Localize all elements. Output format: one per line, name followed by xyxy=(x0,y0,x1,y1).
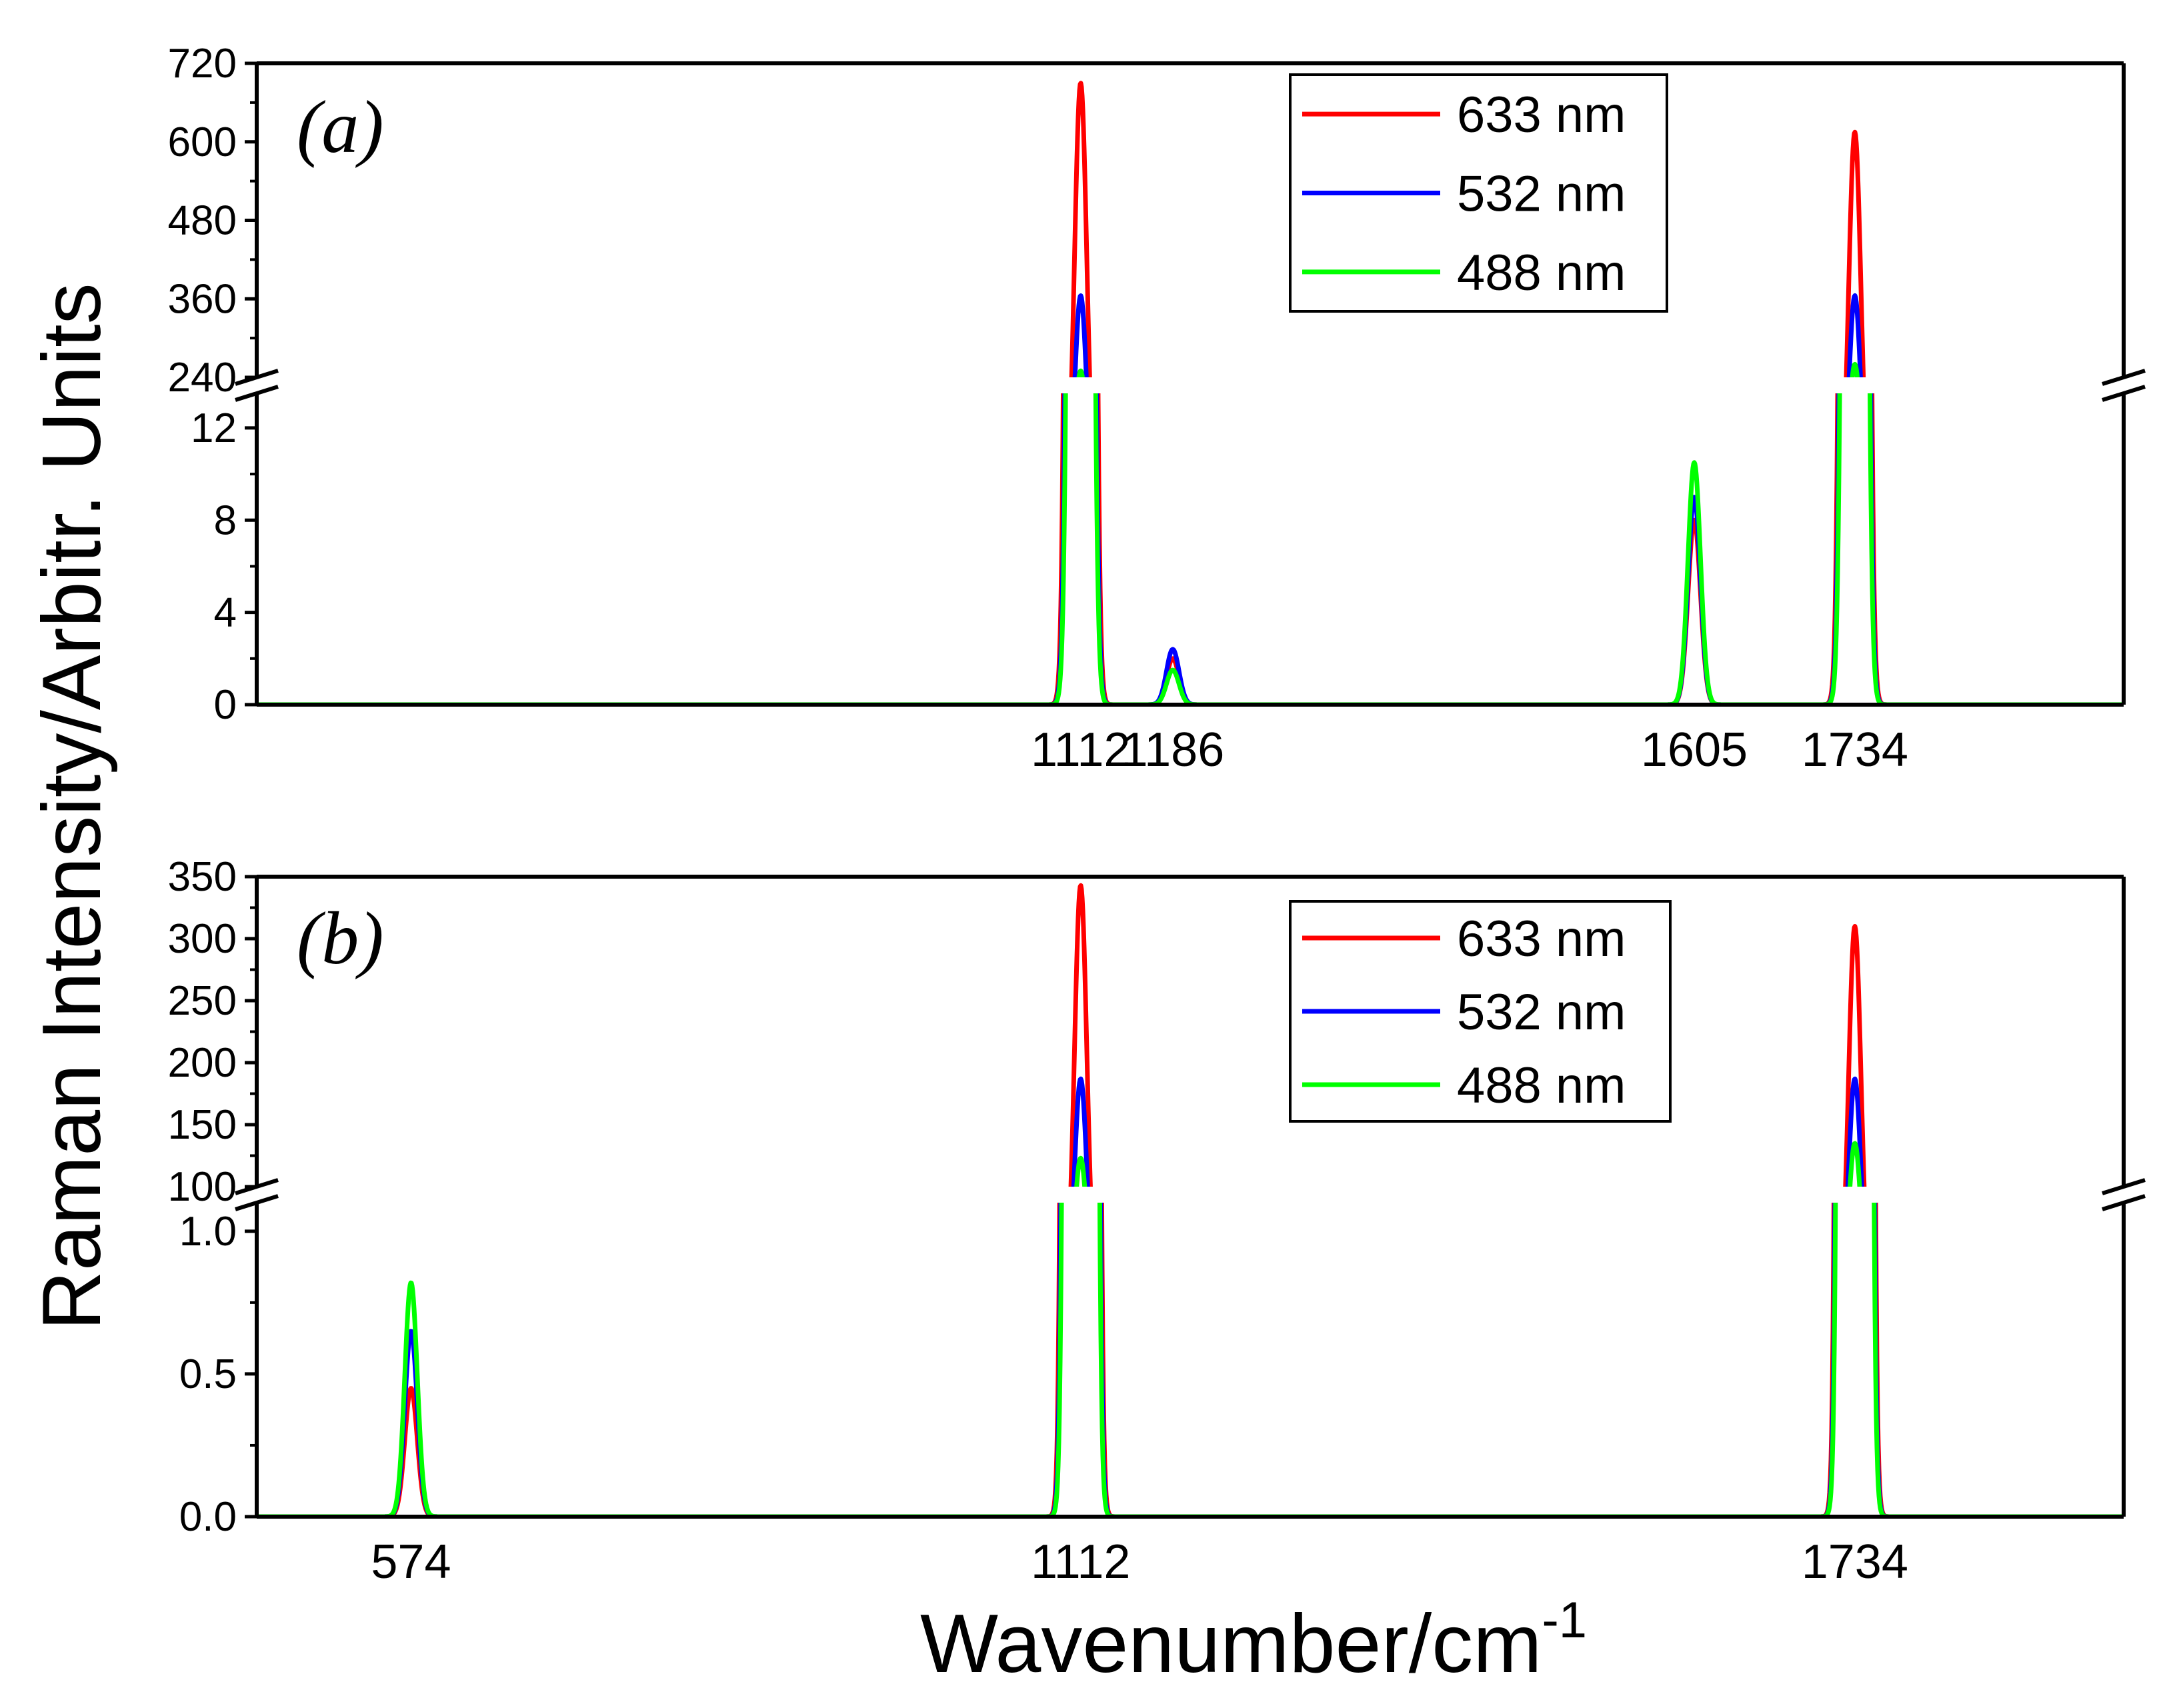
x-peak-label: 1734 xyxy=(1802,1535,1908,1589)
y-axis-title: Raman Intensity/Arbitr. Units xyxy=(26,283,118,1330)
legend: 633 nm 532 nm 488 nm xyxy=(1289,900,1672,1123)
series-line-633-nm-upper xyxy=(1069,81,1866,377)
series-line-633-nm-lower xyxy=(257,393,2124,705)
y-tick-label-upper: 600 xyxy=(168,119,237,165)
series-line-532-nm-lower xyxy=(257,393,2124,705)
axis-break-mark-left xyxy=(235,1194,279,1211)
x-axis-title: Wavenumber/cm-1 xyxy=(920,1592,1587,1690)
legend-label: 532 nm xyxy=(1457,166,1626,223)
lower-segment-series xyxy=(257,393,2124,705)
x-peak-label: 1605 xyxy=(1641,723,1748,777)
y-tick-label-upper: 200 xyxy=(168,1040,237,1086)
legend-label: 633 nm xyxy=(1457,87,1626,143)
x-peak-label: 1186 xyxy=(1121,723,1224,777)
axis-break-mark-right xyxy=(2102,1194,2146,1211)
axis-break-mark-right xyxy=(2102,385,2146,402)
y-tick-label-upper: 350 xyxy=(168,854,237,900)
y-tick-label-upper: 480 xyxy=(168,198,237,244)
panel-label: (a) xyxy=(297,86,384,169)
legend-label: 488 nm xyxy=(1457,1057,1626,1114)
series-line-488-nm-upper xyxy=(1074,1141,1862,1187)
axis-break-mark-left xyxy=(235,385,279,402)
y-tick-label-upper: 360 xyxy=(168,276,237,322)
legend-label: 532 nm xyxy=(1457,984,1626,1041)
y-tick-label-upper: 150 xyxy=(168,1102,237,1148)
upper-segment-series xyxy=(1069,81,1866,377)
y-tick-label-lower: 0 xyxy=(214,682,237,728)
y-tick-label-upper: 250 xyxy=(168,978,237,1024)
series-line-532-nm-upper xyxy=(1072,293,1863,377)
upper-segment-series xyxy=(1068,883,1867,1187)
y-tick-label-upper: 720 xyxy=(168,41,237,87)
x-peak-label: 1734 xyxy=(1802,723,1908,777)
y-tick-label-lower: 8 xyxy=(214,497,237,543)
panel-label: (b) xyxy=(297,897,384,980)
y-tick-label-upper: 100 xyxy=(168,1164,237,1210)
y-tick-label-lower: 4 xyxy=(214,590,237,636)
series-line-633-nm-upper xyxy=(1068,883,1867,1187)
axis-break-gap xyxy=(237,1188,2144,1201)
y-tick-label-lower: 0.5 xyxy=(179,1351,237,1397)
series-line-488-nm-lower xyxy=(257,393,2124,705)
legend: 633 nm 532 nm 488 nm xyxy=(1289,73,1668,313)
x-peak-label: 574 xyxy=(371,1535,451,1589)
y-tick-label-lower: 12 xyxy=(191,405,237,451)
x-axis-title-text: Wavenumber/cm xyxy=(920,1598,1542,1690)
legend-label: 488 nm xyxy=(1457,245,1626,301)
y-tick-label-upper: 300 xyxy=(168,916,237,962)
y-tick-label-lower: 0.0 xyxy=(179,1494,237,1540)
axis-break-gap xyxy=(237,379,2144,392)
x-peak-label: 1112 xyxy=(1031,723,1130,777)
legend-label: 633 nm xyxy=(1457,911,1626,967)
axis-break-mark-right xyxy=(2102,369,2146,386)
y-tick-label-upper: 240 xyxy=(168,355,237,401)
y-tick-label-lower: 1.0 xyxy=(179,1209,237,1255)
x-axis-title-superscript: -1 xyxy=(1542,1592,1587,1649)
x-peak-label: 1112 xyxy=(1031,1535,1130,1589)
axis-break-mark-right xyxy=(2102,1178,2146,1195)
